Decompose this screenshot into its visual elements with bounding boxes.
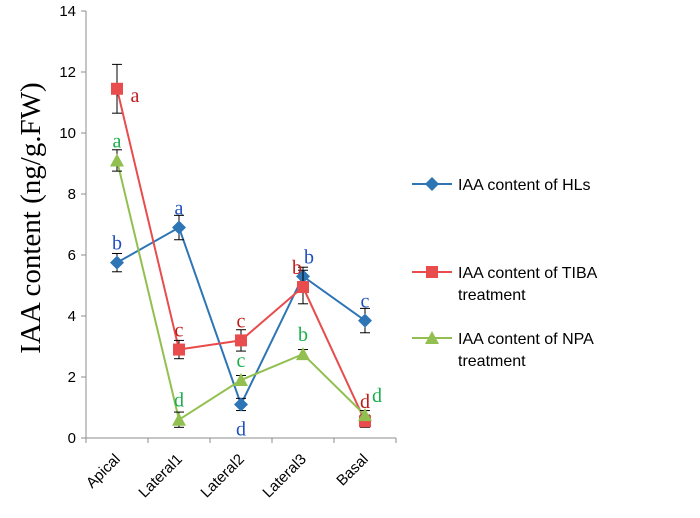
legend-marker-triangle	[425, 331, 439, 344]
legend-item: IAA content of NPA treatment	[412, 331, 594, 370]
legend-label: treatment	[458, 287, 526, 304]
x-tick-label-lateral3: Lateral3	[259, 451, 309, 501]
legend-label: treatment	[458, 353, 526, 370]
data-point-square	[297, 281, 309, 294]
data-point-diamond	[172, 220, 186, 235]
significance-label: d	[360, 391, 370, 413]
x-tick-label-lateral2: Lateral2	[197, 451, 247, 501]
data-point-triangle	[234, 373, 248, 387]
y-tick-label: 12	[59, 64, 76, 81]
data-point-square	[235, 334, 247, 347]
significance-label: b	[298, 324, 308, 346]
data-point-diamond	[110, 255, 124, 270]
legend: IAA content of HLs IAA content of TIBA tre…	[412, 177, 598, 370]
axes: 0 2 4 6 8 10 12 14 Apical Lateral1 Lateral2 Lateral…	[59, 3, 397, 501]
significance-label: c	[361, 291, 370, 313]
legend-label: IAA content of TIBA	[458, 265, 598, 282]
data-point-triangle	[110, 153, 124, 167]
significance-label: d	[236, 418, 246, 440]
significance-label: b	[112, 233, 122, 255]
x-tick-label-lateral1: Lateral1	[135, 451, 185, 501]
data-point-square	[111, 82, 123, 95]
significance-label: c	[175, 320, 184, 342]
significance-label: c	[237, 350, 246, 372]
legend-marker-diamond	[425, 177, 439, 191]
y-tick-label: 8	[68, 186, 76, 203]
data-point-diamond	[234, 397, 248, 412]
data-point-diamond	[358, 313, 372, 328]
series-square: ac cbd	[111, 63, 371, 428]
y-tick-label: 4	[68, 308, 76, 325]
legend-label: IAA content of HLs	[458, 177, 591, 194]
legend-marker-square	[426, 266, 438, 278]
significance-label: d	[372, 385, 382, 407]
significance-label: b	[304, 246, 314, 268]
significance-label: b	[292, 257, 302, 279]
y-tick-label: 2	[68, 369, 76, 386]
legend-item: IAA content of HLs	[412, 177, 591, 194]
y-tick-label: 10	[59, 125, 76, 142]
x-tick-label-basal: Basal	[333, 451, 372, 490]
significance-label: c	[237, 310, 246, 332]
significance-label: d	[174, 390, 184, 412]
data-point-triangle	[296, 347, 310, 361]
legend-label: IAA content of NPA	[458, 331, 594, 348]
significance-label: a	[131, 85, 140, 107]
y-tick-label: 0	[68, 430, 76, 447]
y-tick-label: 6	[68, 247, 76, 264]
data-point-triangle	[172, 412, 186, 426]
significance-label: a	[113, 130, 122, 152]
y-tick-label: 14	[59, 3, 76, 20]
data-point-triangle	[358, 408, 372, 422]
y-axis-title: IAA content (ng/g.FW)	[15, 82, 47, 353]
significance-label: a	[175, 198, 184, 220]
series-diamond: b a d b c	[110, 198, 372, 440]
legend-item: IAA content of TIBA treatment	[412, 265, 598, 304]
data-point-square	[173, 343, 185, 356]
series-triangle: a d c b d	[110, 130, 382, 428]
x-tick-label-apical: Apical	[83, 451, 124, 492]
